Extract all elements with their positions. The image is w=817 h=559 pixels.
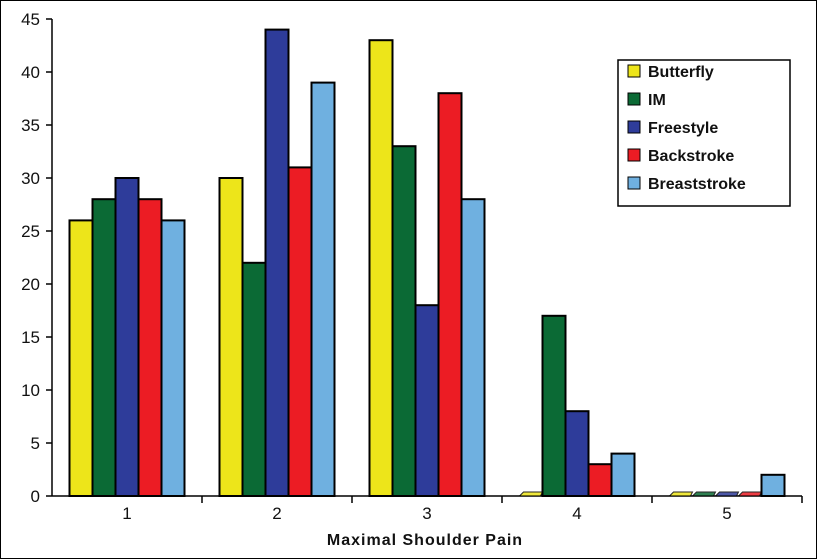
x-axis: 1 2 3 4 5: [52, 495, 803, 523]
bar: [218, 177, 244, 497]
legend-label: IM: [648, 92, 666, 109]
bar: [160, 219, 186, 497]
bar: [691, 491, 717, 497]
y-tick-label: 5: [31, 434, 40, 453]
x-axis-label: Maximal Shoulder Pain: [327, 532, 523, 549]
x-tick-label: 5: [722, 504, 731, 523]
bar: [587, 463, 613, 498]
bar: [610, 452, 636, 498]
bar: [264, 28, 290, 497]
legend-swatch: [627, 148, 641, 162]
legend-swatch: [627, 92, 641, 106]
bars: [68, 28, 786, 498]
legend-box: [617, 59, 791, 207]
bar: [241, 261, 267, 497]
legend-label: Freestyle: [648, 120, 718, 137]
y-tick-label: 10: [21, 381, 40, 400]
y-tick-label: 35: [21, 116, 40, 135]
bar: [437, 92, 463, 497]
legend-label: Butterfly: [648, 64, 714, 81]
bar: [460, 198, 486, 497]
legend-swatch: [627, 176, 641, 190]
bar: [518, 491, 544, 497]
bar: [137, 198, 163, 497]
y-axis: 0 5 10 15 20 25 30 35 40 45: [21, 10, 53, 506]
bar: [68, 219, 94, 497]
y-tick-label: 25: [21, 222, 40, 241]
bar: [737, 491, 763, 497]
x-tick-label: 2: [272, 504, 281, 523]
bar: [414, 304, 440, 498]
bar: [668, 491, 694, 497]
bar: [714, 491, 740, 497]
bar: [310, 81, 336, 497]
bar: [541, 314, 567, 497]
bar: [91, 198, 117, 497]
y-tick-label: 45: [21, 10, 40, 29]
legend-swatch: [627, 64, 641, 78]
legend-label: Backstroke: [648, 148, 734, 165]
x-tick-label: 4: [572, 504, 581, 523]
legend-label: Breaststroke: [648, 176, 746, 193]
x-tick-label: 3: [422, 504, 431, 523]
bar: [368, 39, 394, 497]
y-tick-label: 30: [21, 169, 40, 188]
y-tick-label: 15: [21, 328, 40, 347]
y-tick-label: 0: [31, 487, 40, 506]
bar: [564, 410, 590, 498]
bar: [287, 166, 313, 497]
bar: [391, 145, 417, 497]
x-tick-label: 1: [122, 504, 131, 523]
legend-swatch: [627, 120, 641, 134]
bar: [760, 473, 786, 497]
bar: [114, 177, 140, 497]
y-tick-label: 20: [21, 275, 40, 294]
legend: Butterfly IM Freestyle Backstroke Breaststro…: [617, 59, 791, 207]
y-tick-label: 40: [21, 63, 40, 82]
